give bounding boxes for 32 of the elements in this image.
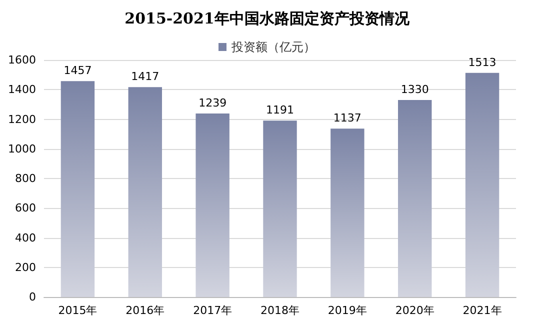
x-tick-label: 2018年 [260, 304, 300, 317]
y-tick-label: 800 [15, 172, 36, 185]
x-tick-label: 2016年 [126, 304, 165, 317]
data-label: 1239 [198, 96, 227, 110]
data-label: 1191 [266, 104, 294, 117]
y-tick-label: 200 [15, 260, 36, 274]
y-tick-label: 600 [15, 202, 36, 215]
chart-title: 2015-2021年中国水路固定资产投资情况 [124, 10, 410, 28]
bar [196, 113, 230, 297]
bar [60, 81, 95, 297]
data-label: 1457 [64, 64, 92, 78]
data-label: 1330 [400, 82, 429, 96]
bar [128, 87, 162, 297]
bar [263, 120, 297, 297]
data-label: 1513 [468, 56, 496, 69]
y-tick-label: 1000 [8, 142, 36, 156]
bar [398, 100, 432, 297]
data-label: 1417 [131, 70, 160, 84]
x-tick-label: 2017年 [193, 304, 232, 317]
x-tick-label: 2015年 [58, 304, 98, 317]
y-tick-label: 0 [29, 290, 36, 304]
legend-label: 投资额（亿元） [230, 40, 316, 54]
bar [330, 128, 364, 297]
x-tick-label: 2020年 [395, 304, 434, 317]
data-label: 1137 [333, 112, 362, 125]
y-tick-label: 1200 [8, 112, 36, 126]
y-tick-label: 400 [15, 231, 36, 244]
y-tick-label: 1400 [8, 83, 36, 96]
x-tick-label: 2019年 [328, 304, 367, 317]
x-tick-label: 2021年 [462, 304, 502, 317]
bar [465, 72, 500, 297]
y-tick-label: 1600 [8, 54, 36, 66]
